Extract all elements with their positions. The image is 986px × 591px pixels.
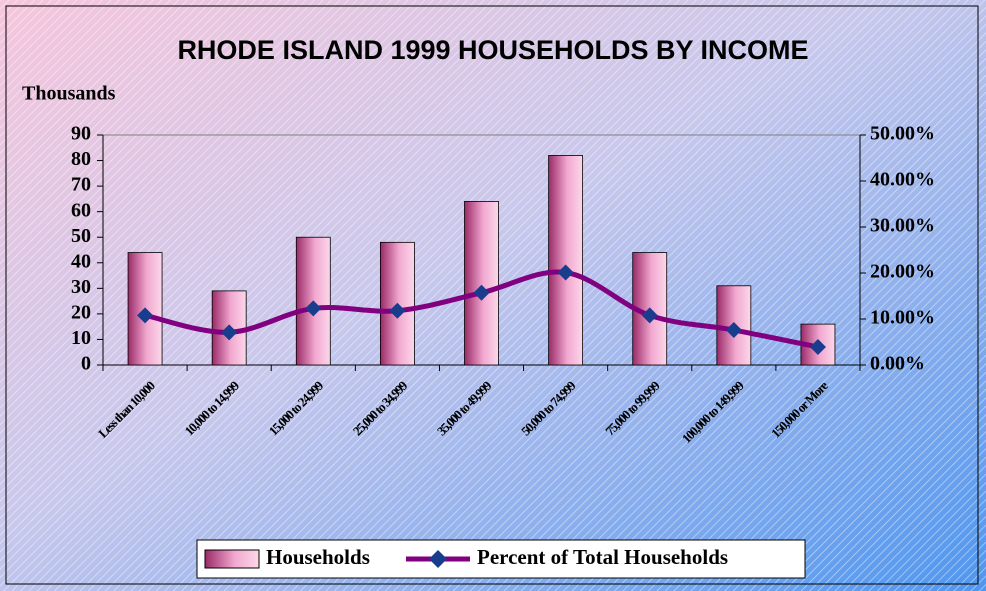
legend-label: Households bbox=[266, 545, 370, 569]
y2-tick-label: 20.00% bbox=[870, 261, 935, 283]
legend bbox=[196, 539, 806, 579]
marker bbox=[641, 307, 658, 324]
legend-marker bbox=[429, 550, 447, 568]
legend-swatch bbox=[204, 549, 260, 569]
y2-tick-label: 0.00% bbox=[870, 353, 925, 375]
legend-label: Percent of Total Households bbox=[477, 545, 728, 569]
marker bbox=[557, 264, 574, 281]
marker bbox=[725, 322, 742, 339]
y-tick-label: 50 bbox=[71, 225, 91, 247]
y-tick-label: 0 bbox=[81, 353, 91, 375]
y-tick-label: 80 bbox=[71, 148, 91, 170]
y-tick-label: 30 bbox=[71, 276, 91, 298]
marker bbox=[809, 339, 826, 356]
chart-border bbox=[5, 5, 979, 585]
bar bbox=[548, 155, 584, 366]
bar bbox=[464, 201, 499, 366]
y-tick-label: 90 bbox=[71, 123, 91, 145]
y2-tick-label: 50.00% bbox=[870, 123, 935, 145]
y-axis-label: Thousands bbox=[22, 83, 116, 105]
marker bbox=[221, 324, 238, 341]
y-tick-label: 60 bbox=[71, 199, 91, 221]
y2-tick-label: 40.00% bbox=[870, 169, 935, 191]
marker bbox=[389, 302, 406, 319]
y-tick-label: 10 bbox=[71, 327, 91, 349]
marker bbox=[305, 300, 322, 317]
marker bbox=[137, 307, 154, 324]
marker bbox=[473, 284, 490, 301]
y-tick-label: 70 bbox=[71, 174, 91, 196]
y-tick-label: 40 bbox=[71, 250, 91, 272]
chart-title: RHODE ISLAND 1999 HOUSEHOLDS BY INCOME bbox=[177, 35, 808, 65]
y2-tick-label: 10.00% bbox=[870, 307, 935, 329]
y2-tick-label: 30.00% bbox=[870, 215, 935, 237]
y-tick-label: 20 bbox=[71, 301, 91, 323]
